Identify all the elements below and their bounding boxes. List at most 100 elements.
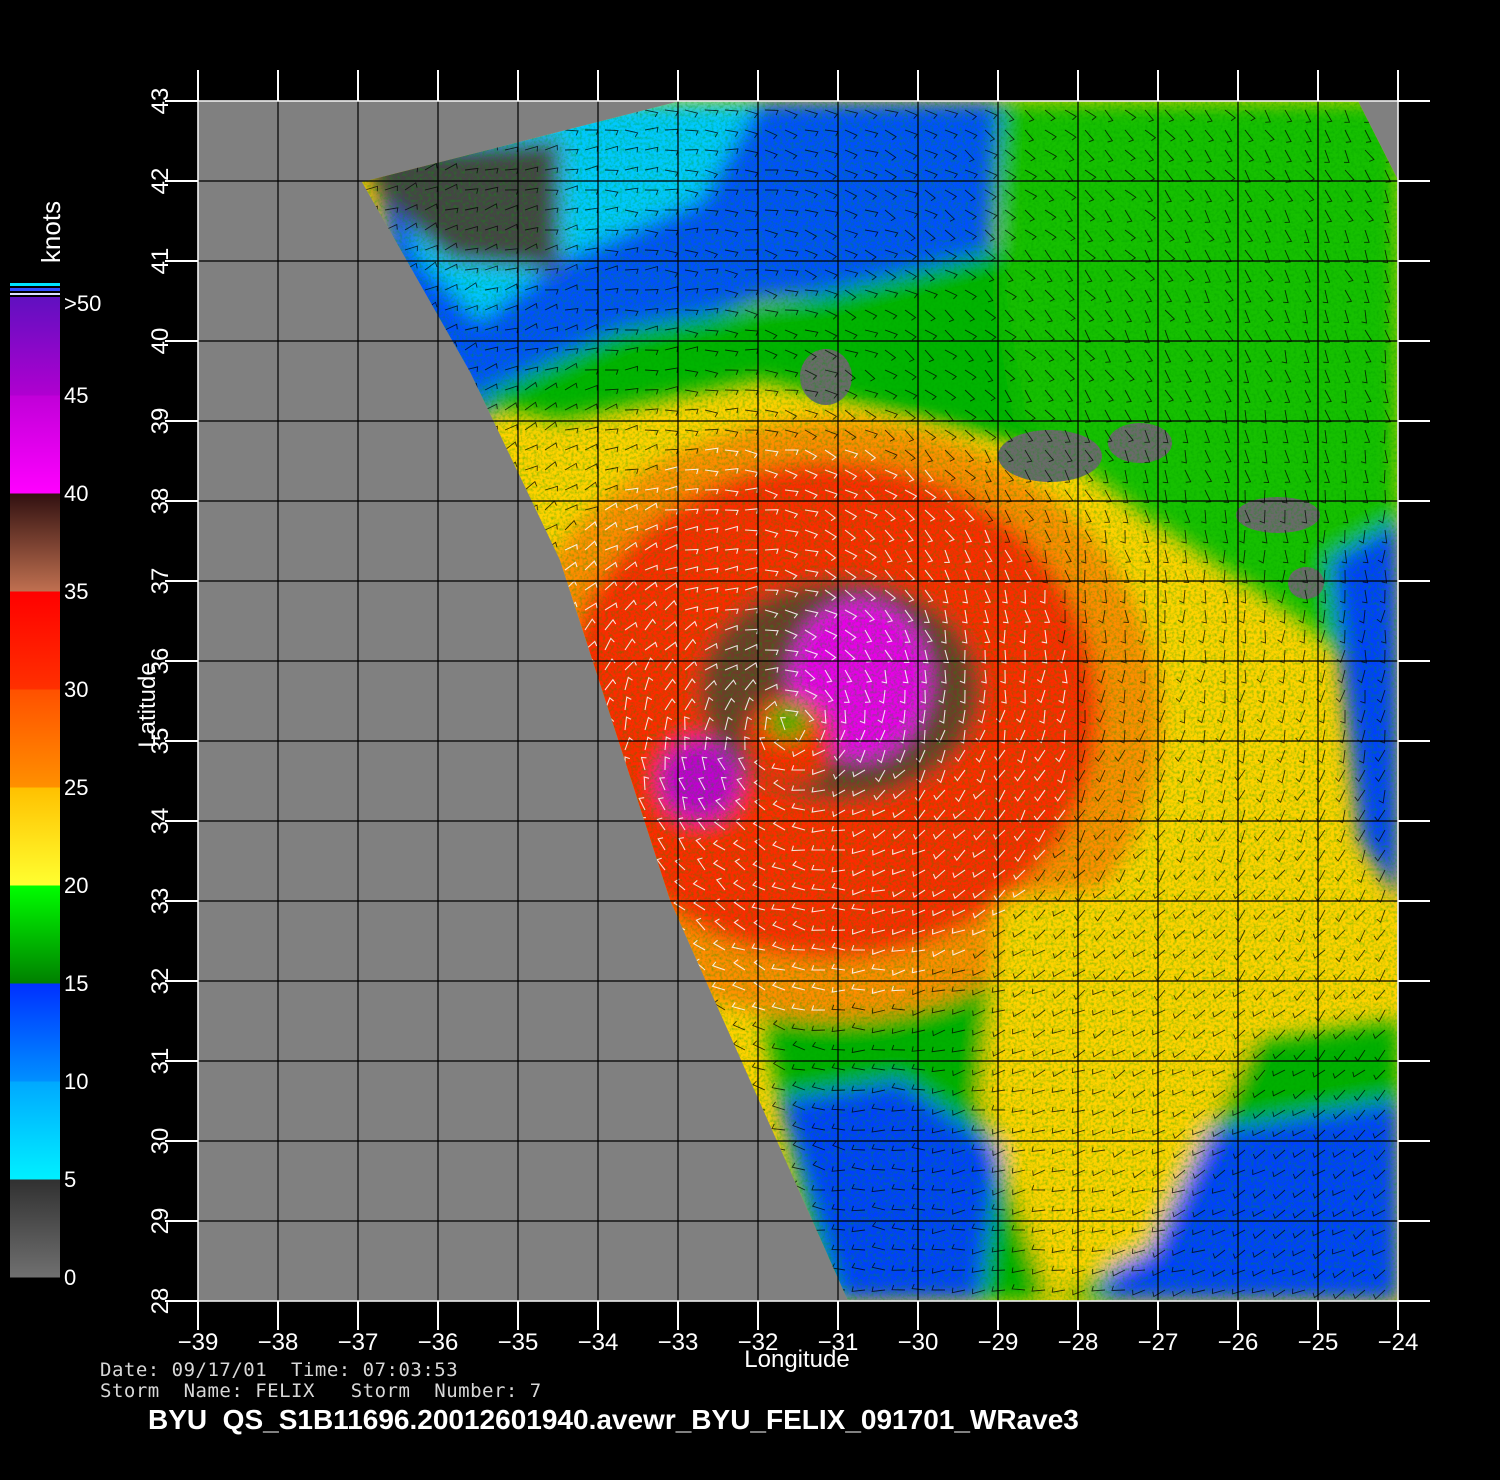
wind-barb [524,187,539,194]
wind-barb [1224,129,1233,143]
wind-barb [1093,929,1106,941]
wind-barb [484,403,498,411]
wind-barb [804,529,819,539]
wind-barb [764,649,779,656]
wind-barb [864,589,877,602]
wind-barb [864,289,879,299]
wind-barb [1113,889,1126,900]
wind-barb [824,409,838,421]
wind-barb [964,469,977,481]
wind-barb [1238,749,1246,764]
wind-barb [871,1044,886,1051]
wind-barb [784,549,799,559]
wind-barb [1124,209,1133,223]
wind-barb [684,189,699,198]
colorbar-tick-label: 20 [64,873,88,898]
wind-barb [804,169,819,178]
wind-barb [975,729,986,743]
wind-barb [1363,409,1370,423]
wind-barb [1184,129,1194,143]
wind-barb [1171,1187,1186,1194]
wind-barb [1133,909,1146,921]
wind-barb [1092,1109,1106,1116]
wind-barb [1014,849,1026,862]
wind-barb [733,959,746,971]
wind-barb [504,283,518,291]
wind-barb [1284,389,1291,403]
wind-barb [724,679,737,691]
wind-barb [1212,969,1226,978]
wind-barb [752,1040,766,1051]
wind-barb [951,1243,966,1251]
wind-barb [684,638,697,651]
wind-barb [1321,429,1328,444]
wind-barb [524,268,539,274]
wind-barb [864,429,879,439]
wind-barb [564,284,578,291]
y-tick-label: 39 [147,408,174,435]
wind-barb [964,169,978,179]
wind-barb [1204,149,1212,163]
wind-barb [704,209,719,216]
wind-barb [984,469,992,483]
wind-barb [1317,669,1326,684]
wind-barb [1155,849,1166,863]
wind-barb [1002,609,1009,624]
wind-barb [1104,129,1114,143]
wind-barb [959,669,966,684]
wind-barb [1232,1249,1246,1260]
wind-barb [1364,229,1370,243]
wind-barb [544,303,558,311]
wind-barb [1172,1109,1186,1118]
wind-barb [1352,1169,1366,1177]
wind-barb [1324,389,1332,403]
wind-barb [1052,1148,1066,1155]
wind-barb [604,521,618,531]
wind-barb [1334,869,1346,882]
wind-barb [724,249,739,258]
wind-barb [1011,1127,1026,1134]
wind-barb [1361,649,1367,664]
wind-barb [1243,449,1250,463]
wind-barb [851,945,866,951]
wind-barb [1264,129,1275,142]
wind-barb [1284,469,1291,483]
wind-barb [1244,169,1251,183]
wind-barb [1112,1229,1126,1236]
wind-barb [931,1147,946,1154]
wind-barb [1244,129,1254,143]
wind-barb [424,261,438,271]
wind-barb [1104,509,1111,523]
wind-barb [904,169,918,179]
wind-barb [1178,629,1186,644]
wind-barb [1312,1149,1326,1159]
wind-barb [1192,1189,1206,1197]
wind-barb [1324,209,1333,223]
wind-barb [1253,909,1266,921]
wind-barb [1091,1187,1106,1193]
wind-barb [1303,529,1309,544]
wind-barb [1272,1209,1286,1220]
wind-barb [664,658,677,671]
wind-barb [1044,609,1051,623]
wind-barb [712,859,726,871]
wind-barb [791,1162,806,1171]
wind-barb [1031,1227,1046,1233]
wind-barb [991,1007,1006,1014]
wind-barb [1196,809,1206,824]
wind-barb [584,165,598,171]
wind-barb [891,1003,906,1011]
wind-barb [824,509,837,522]
wind-barb [1284,169,1292,183]
wind-barb [624,229,639,235]
wind-barb [931,1268,946,1274]
wind-barb [1252,1249,1266,1258]
wind-barb [1162,469,1169,484]
wind-barb [792,1121,806,1131]
wind-barb [1313,1129,1326,1140]
wind-barb [1152,1249,1166,1258]
wind-barb [1201,509,1207,524]
wind-barb [684,429,699,437]
wind-barb [1114,909,1126,922]
